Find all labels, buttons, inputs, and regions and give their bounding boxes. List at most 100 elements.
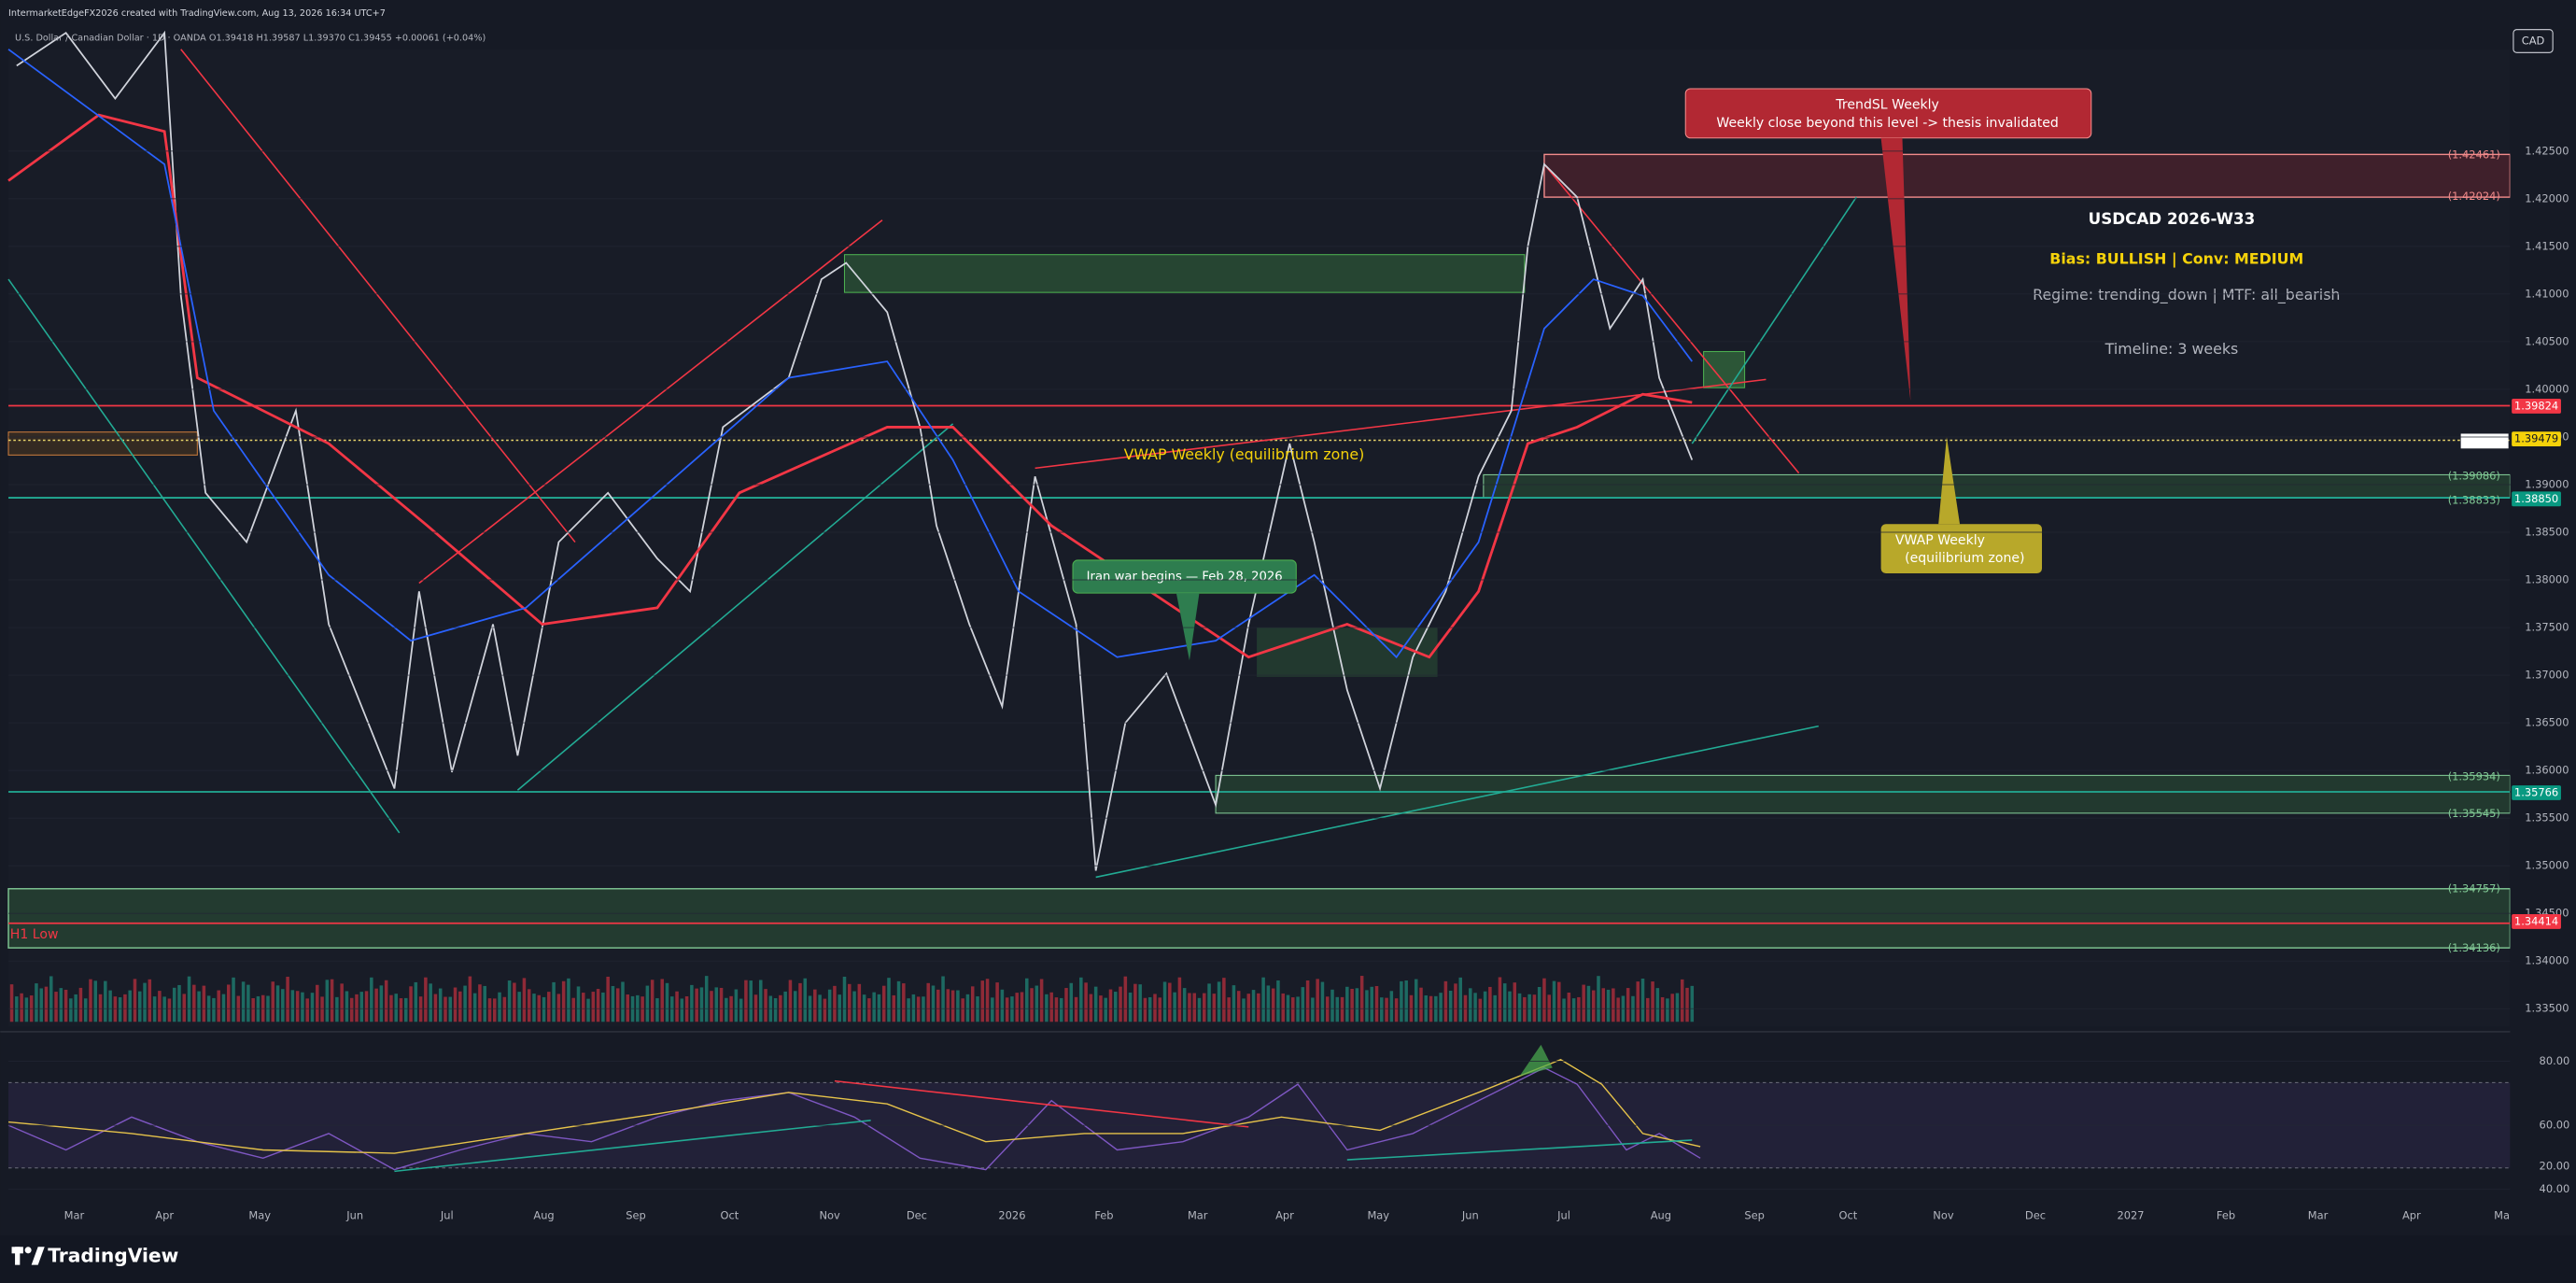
volume-bar xyxy=(665,982,669,1022)
volume-bar xyxy=(1217,981,1221,1022)
summary-title: USDCAD 2026-W33 xyxy=(2089,209,2256,228)
volume-bar xyxy=(1236,991,1241,1022)
summary-bias: Bias: BULLISH | Conv: MEDIUM xyxy=(2049,249,2303,268)
volume-bar xyxy=(1577,996,1581,1022)
y-tick-label: 1.35500 xyxy=(2525,811,2569,825)
y-tick-label: 1.35000 xyxy=(2525,859,2569,872)
volume-bar xyxy=(1532,994,1537,1022)
volume-bar xyxy=(162,996,166,1022)
volume-bar xyxy=(286,977,289,1022)
volume-bar xyxy=(1350,988,1354,1022)
volume-bar xyxy=(956,990,960,1022)
volume-bar xyxy=(1192,993,1196,1022)
volume-bar xyxy=(965,994,970,1022)
volume-bar xyxy=(374,988,378,1022)
volume-bar xyxy=(98,994,103,1022)
volume-bar xyxy=(591,992,596,1022)
volume-bar xyxy=(1261,977,1265,1022)
x-tick-label: Jul xyxy=(1556,1208,1570,1221)
volume-bar xyxy=(532,994,536,1022)
volume-bar xyxy=(1454,983,1457,1022)
volume-bar xyxy=(1025,978,1029,1022)
volume-bar xyxy=(1473,993,1477,1022)
volume-bar xyxy=(1365,990,1369,1022)
volume-bar xyxy=(167,998,172,1022)
volume-bar xyxy=(340,983,344,1022)
volume-bar xyxy=(192,984,196,1022)
volume-bar xyxy=(1370,986,1373,1022)
volume-bar xyxy=(1345,986,1349,1022)
volume-bar xyxy=(813,989,817,1022)
demand-zone xyxy=(1215,774,2511,814)
trendline xyxy=(1095,725,1819,879)
price-tag-label: (1.38833) xyxy=(2448,494,2500,507)
x-tick-label: Nov xyxy=(820,1208,841,1221)
volume-bar xyxy=(1316,979,1319,1022)
volume-bar xyxy=(1335,996,1340,1022)
volume-bar xyxy=(783,991,787,1022)
volume-bar xyxy=(704,976,709,1022)
volume-bar xyxy=(1616,997,1620,1022)
volume-bar xyxy=(202,985,206,1022)
volume-bar xyxy=(1488,986,1492,1022)
volume-bar xyxy=(838,994,841,1022)
volume-bar xyxy=(1207,983,1211,1022)
volume-bar xyxy=(227,984,231,1022)
volume-bar xyxy=(1251,990,1256,1022)
x-tick-label: Feb xyxy=(2217,1208,2235,1221)
volume-bar xyxy=(1059,997,1063,1022)
volume-bar xyxy=(1666,998,1669,1022)
volume-bar xyxy=(970,986,975,1022)
volume-bar xyxy=(1355,988,1359,1022)
volume-bar xyxy=(35,983,38,1022)
volume-bar xyxy=(1434,995,1438,1022)
volume-bar xyxy=(1242,998,1246,1022)
volume-bar xyxy=(507,980,512,1022)
volume-bar xyxy=(1552,980,1556,1022)
volume-bar xyxy=(1626,988,1630,1022)
price-tag-label: 1.34414 xyxy=(2514,914,2558,927)
volume-bar xyxy=(1227,997,1231,1022)
x-tick-label: Aug xyxy=(1651,1208,1671,1221)
volume-bar xyxy=(1606,989,1611,1022)
oscillator-line xyxy=(7,1066,1701,1171)
callout-pointer xyxy=(1938,436,1961,525)
logo-part xyxy=(15,1247,21,1265)
volume-bar xyxy=(93,980,98,1022)
volume-bar xyxy=(1612,988,1615,1022)
volume-bar xyxy=(699,987,704,1022)
volume-bar xyxy=(418,996,423,1022)
x-tick-label: Dec xyxy=(2025,1208,2046,1221)
volume-bar xyxy=(246,984,250,1022)
volume-bar xyxy=(429,983,432,1022)
volume-bar xyxy=(1143,997,1147,1022)
volume-bar xyxy=(241,981,246,1022)
volume-bar xyxy=(527,989,531,1022)
price-tag-label: (1.35545) xyxy=(2448,807,2500,820)
volume-bar xyxy=(370,977,373,1022)
volume-bar xyxy=(1601,988,1606,1022)
volume-bar xyxy=(582,993,585,1022)
volume-bar xyxy=(1079,977,1083,1022)
callout-text: Weekly close beyond this level -> thesis… xyxy=(1716,116,2058,131)
volume-bar xyxy=(621,981,625,1022)
volume-bar xyxy=(177,984,181,1022)
volume-bar xyxy=(1340,996,1344,1022)
volume-bar xyxy=(1133,983,1137,1022)
volume-bar xyxy=(118,997,122,1022)
volume-bar xyxy=(1162,981,1167,1022)
price-tag xyxy=(2512,431,2561,447)
volume-bar xyxy=(89,979,92,1022)
volume-bar xyxy=(911,994,916,1022)
volume-bar xyxy=(522,978,527,1022)
volume-bar xyxy=(1069,982,1074,1022)
volume-bar xyxy=(1108,989,1113,1022)
level-label: H1 Low xyxy=(10,927,59,942)
volume-bar xyxy=(567,978,570,1022)
moving-average xyxy=(7,113,1693,659)
volume-bar xyxy=(1054,997,1059,1022)
currency-button[interactable] xyxy=(2513,29,2554,53)
volume-bar xyxy=(212,997,216,1022)
volume-bar xyxy=(1542,978,1546,1022)
x-tick-label: May xyxy=(1367,1208,1389,1221)
